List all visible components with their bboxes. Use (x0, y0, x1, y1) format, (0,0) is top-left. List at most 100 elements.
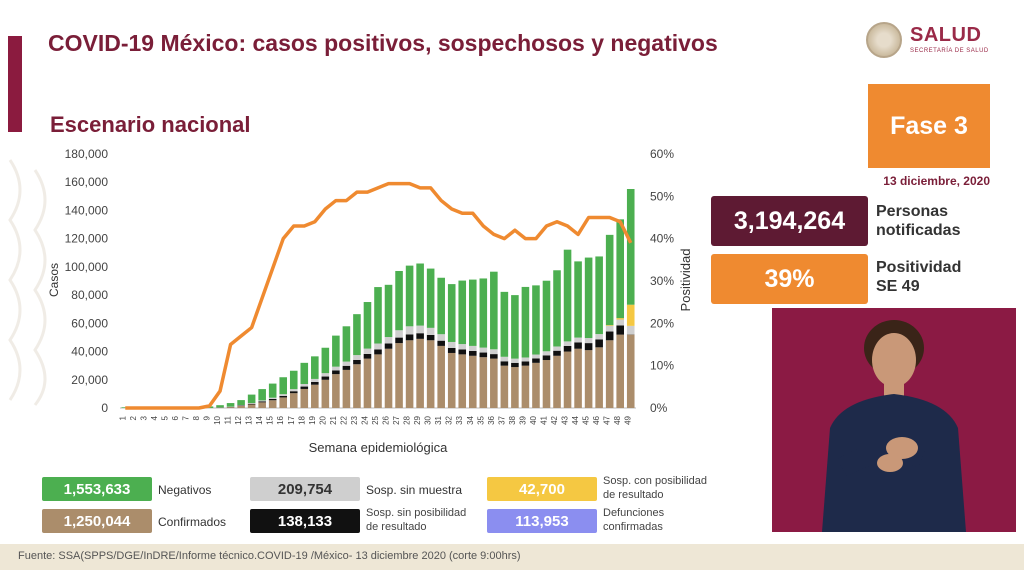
legend-con-posibilidad-value-text: 42,700 (519, 480, 565, 498)
legend-sin-posibilidad-value: 138,133 (250, 509, 360, 533)
y2-tick-label: 60% (650, 147, 674, 161)
x-tick-label: 13 (245, 415, 254, 424)
bar-segment (574, 337, 582, 343)
x-tick-label: 24 (360, 415, 369, 424)
bar-segment (521, 365, 530, 408)
bar-segment (237, 405, 245, 408)
bar-segment (490, 354, 498, 359)
bar-segment (616, 319, 624, 326)
x-axis-label: Semana epidemiológica (309, 440, 449, 455)
x-tick-label: 37 (497, 415, 506, 424)
x-tick-label: 38 (508, 415, 517, 424)
bar-segment (584, 350, 593, 408)
legend-defunciones-value-text: 113,953 (515, 512, 569, 530)
bar-segment (321, 376, 330, 380)
x-tick-label: 3 (139, 415, 148, 420)
y2-tick-label: 30% (650, 274, 674, 288)
bar-segment (532, 354, 540, 359)
bar-segment (532, 358, 540, 363)
bar-segment (342, 369, 351, 408)
bar-segment (405, 265, 414, 327)
x-tick-label: 17 (287, 415, 296, 424)
bar-segment (511, 367, 519, 408)
bar-segment (405, 326, 414, 335)
bar-segment (332, 366, 340, 371)
x-tick-label: 25 (371, 415, 380, 424)
bar-segment (563, 341, 572, 346)
x-tick-label: 22 (339, 415, 348, 424)
y2-tick-label: 40% (650, 232, 674, 246)
x-tick-label: 29 (413, 415, 422, 424)
legend-confirmados-value-text: 1,250,044 (63, 512, 131, 530)
bar-segment (416, 263, 424, 326)
bar-segment (311, 356, 319, 379)
x-tick-label: 30 (424, 415, 433, 424)
bar-segment (542, 280, 551, 352)
y-tick-label: 100,000 (65, 260, 109, 274)
bar-segment (616, 334, 624, 408)
bar-segment (258, 389, 266, 401)
bar-segment (563, 345, 572, 352)
bar-segment (521, 286, 530, 358)
bar-segment (626, 334, 635, 408)
bar-segment (268, 397, 277, 399)
x-tick-label: 21 (329, 415, 338, 424)
bar-segment (521, 361, 530, 366)
y2-tick-label: 20% (650, 316, 674, 330)
bar-segment (458, 349, 467, 355)
legend-sin-posibilidad-label: Sosp. sin posibilidad de resultado (366, 506, 466, 534)
x-tick-label: 28 (403, 415, 412, 424)
bar-segment (416, 325, 424, 334)
bar-segment (363, 358, 372, 408)
legend-con-posibilidad-line2: de resultado (603, 489, 664, 501)
bar-segment (532, 285, 540, 355)
legend-sin-posibilidad-line2: de resultado (366, 521, 427, 533)
x-tick-label: 45 (582, 415, 591, 424)
bar-segment (605, 325, 614, 332)
bar-segment (447, 347, 456, 353)
x-tick-label: 34 (466, 415, 475, 424)
bar-segment (458, 354, 467, 408)
x-tick-label: 42 (550, 415, 559, 424)
page-title: COVID-19 México: casos positivos, sospec… (48, 30, 718, 56)
x-tick-label: 32 (445, 415, 454, 424)
bar-segment (437, 277, 445, 335)
bar-segment (511, 295, 519, 359)
bar-segment (353, 364, 361, 408)
footer-bar: Fuente: SSA(SPPS/DGE/InDRE/Informe técni… (0, 544, 1024, 570)
bar-segment (458, 344, 467, 350)
legend-sin-posibilidad-value-text: 138,133 (277, 512, 333, 530)
stat-positivity-label-line2: SE 49 (876, 278, 920, 295)
bar-segment (626, 325, 635, 335)
bar-segment (300, 384, 309, 387)
legend-defunciones-value: 113,953 (487, 509, 597, 533)
bar-segment (500, 365, 509, 408)
seal-icon (866, 22, 902, 58)
x-tick-label: 27 (392, 415, 401, 424)
x-tick-label: 33 (455, 415, 464, 424)
legend-sin-posibilidad-line1: Sosp. sin posibilidad (366, 507, 467, 519)
x-tick-label: 20 (318, 415, 327, 424)
bar-segment (332, 370, 340, 375)
legend-defunciones-label: Defunciones confirmadas (603, 506, 664, 534)
bar-segment (395, 270, 403, 331)
x-tick-label: 41 (539, 415, 548, 424)
legend-con-posibilidad-value: 42,700 (487, 477, 597, 501)
x-tick-label: 5 (160, 415, 169, 420)
bar-segment (226, 407, 235, 408)
x-tick-label: 16 (276, 415, 285, 424)
y2-tick-label: 10% (650, 359, 674, 373)
bar-segment (616, 318, 624, 320)
sign-language-interpreter-video (772, 308, 1016, 532)
stat-positivity-value: 39% (711, 254, 868, 304)
bar-segment (574, 261, 582, 338)
bar-segment (490, 358, 498, 408)
y-tick-label: 180,000 (65, 147, 109, 161)
bar-segment (605, 234, 614, 326)
bar-segment (332, 335, 340, 367)
logo-subtitle: SECRETARÍA DE SALUD (910, 48, 989, 54)
x-tick-label: 10 (213, 415, 222, 424)
bar-segment (595, 339, 603, 348)
bar-segment (279, 394, 288, 396)
x-tick-label: 49 (624, 415, 633, 424)
